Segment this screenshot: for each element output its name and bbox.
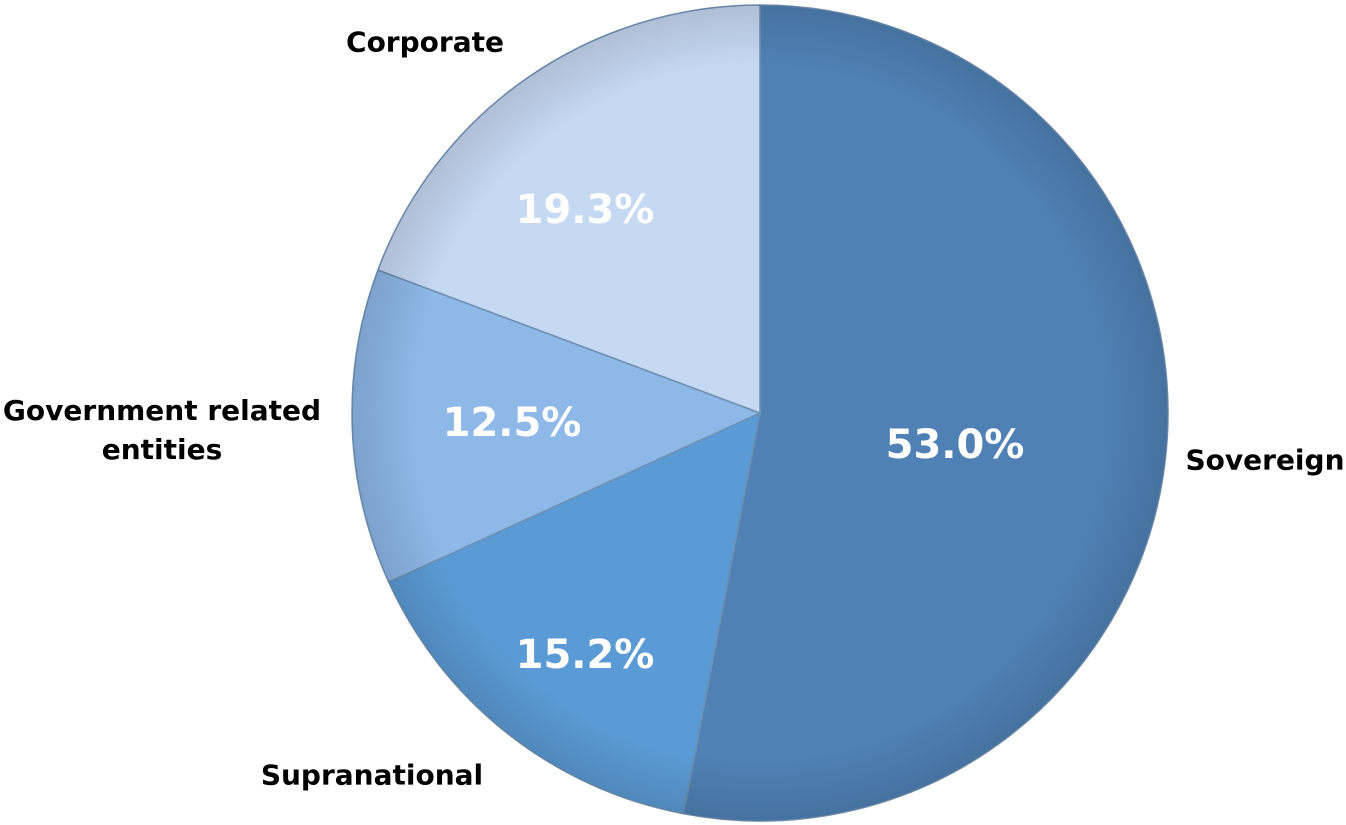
category-label: Government related entities — [2, 393, 322, 466]
value-label: 15.2% — [515, 632, 655, 678]
category-label: Sovereign — [1185, 443, 1345, 477]
value-label: 12.5% — [442, 400, 582, 446]
category-label: Supranational — [260, 758, 484, 792]
value-label: 19.3% — [515, 187, 655, 233]
value-label: 53.0% — [885, 422, 1025, 468]
category-label: Corporate — [346, 25, 504, 59]
